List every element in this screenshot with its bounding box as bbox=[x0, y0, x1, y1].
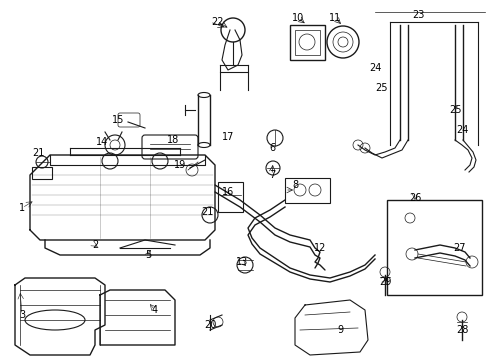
Text: 22: 22 bbox=[211, 17, 224, 27]
Text: 4: 4 bbox=[152, 305, 158, 315]
Bar bbox=[285, 178, 329, 203]
Text: 17: 17 bbox=[222, 132, 234, 142]
Text: 21: 21 bbox=[201, 207, 213, 217]
Text: 8: 8 bbox=[291, 180, 298, 190]
Text: 29: 29 bbox=[378, 277, 390, 287]
Bar bbox=[32, 167, 52, 179]
Text: 13: 13 bbox=[235, 257, 247, 267]
Text: 20: 20 bbox=[203, 320, 216, 330]
Text: 27: 27 bbox=[453, 243, 465, 253]
Text: 5: 5 bbox=[144, 250, 151, 260]
Text: 21: 21 bbox=[32, 148, 44, 158]
Text: 25: 25 bbox=[448, 105, 460, 115]
Text: 7: 7 bbox=[268, 170, 275, 180]
Text: 12: 12 bbox=[313, 243, 325, 253]
Text: 11: 11 bbox=[328, 13, 341, 23]
Text: 24: 24 bbox=[368, 63, 381, 73]
Text: 14: 14 bbox=[96, 137, 108, 147]
Text: 15: 15 bbox=[112, 115, 124, 125]
Text: 23: 23 bbox=[411, 10, 423, 20]
Text: 10: 10 bbox=[291, 13, 304, 23]
Text: 28: 28 bbox=[455, 325, 467, 335]
Text: 3: 3 bbox=[19, 310, 25, 320]
Text: 2: 2 bbox=[92, 240, 98, 250]
Text: 9: 9 bbox=[336, 325, 343, 335]
Text: 6: 6 bbox=[268, 143, 274, 153]
Text: 18: 18 bbox=[166, 135, 179, 145]
Text: 25: 25 bbox=[375, 83, 387, 93]
Text: 26: 26 bbox=[408, 193, 420, 203]
Text: 24: 24 bbox=[455, 125, 467, 135]
Text: 1: 1 bbox=[19, 203, 25, 213]
Text: 19: 19 bbox=[174, 160, 186, 170]
Text: 16: 16 bbox=[222, 187, 234, 197]
Bar bbox=[218, 182, 243, 212]
Bar bbox=[289, 25, 325, 60]
Bar bbox=[294, 30, 319, 55]
Bar bbox=[386, 200, 481, 295]
